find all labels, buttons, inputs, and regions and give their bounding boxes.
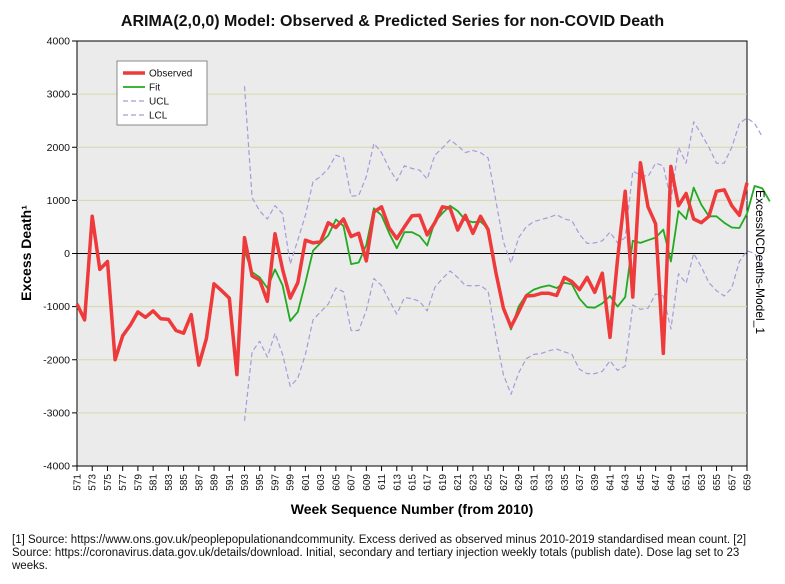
y-tick-label: 0: [64, 248, 70, 260]
x-tick-label: 603: [316, 474, 327, 491]
x-tick-label: 643: [621, 474, 632, 491]
x-tick-label: 595: [255, 474, 266, 491]
x-tick-label: 647: [651, 474, 662, 491]
chart-title: ARIMA(2,0,0) Model: Observed & Predicted…: [120, 13, 665, 30]
x-tick-label: 637: [575, 474, 586, 491]
x-tick-label: 571: [73, 474, 84, 491]
y-tick-label: -3000: [43, 407, 70, 419]
x-tick-label: 627: [499, 474, 510, 491]
x-axis-label: Week Sequence Number (from 2010): [291, 501, 534, 517]
y-axis-label: Excess Death¹: [18, 205, 34, 301]
x-tick-label: 601: [301, 474, 312, 491]
x-tick-label: 599: [286, 474, 297, 491]
x-tick-label: 653: [697, 474, 708, 491]
x-tick-label: 609: [362, 474, 373, 491]
x-tick-label: 581: [149, 474, 160, 491]
chart-area: -4000 -3000 -2000 -1000 0 1000 2000 3000 4000 57…: [18, 36, 771, 517]
series-group: [75, 86, 771, 421]
series-line-observed: [75, 160, 749, 377]
x-tick-label: 649: [666, 474, 677, 491]
legend-label-observed: Observed: [149, 69, 192, 80]
x-tick-label: 651: [682, 474, 693, 491]
x-tick-label: 575: [103, 474, 114, 491]
x-tick-label: 619: [438, 474, 449, 491]
x-tick-label: 605: [331, 474, 342, 491]
x-tick-label: 579: [133, 474, 144, 491]
x-tick-label: 631: [529, 474, 540, 491]
x-tick-label: 613: [392, 474, 403, 491]
x-tick-label: 633: [545, 474, 556, 491]
legend-label-lcl: LCL: [149, 111, 168, 122]
x-tick-label: 641: [605, 474, 616, 491]
x-tick-label: 635: [560, 474, 571, 491]
x-tick-label: 587: [194, 474, 205, 491]
x-tick-label: 593: [240, 474, 251, 491]
series-line-lcl: [243, 250, 763, 421]
x-tick-label: 597: [270, 474, 281, 491]
x-tick-label: 629: [514, 474, 525, 491]
x-tick-label: 611: [377, 474, 388, 490]
x-tick-label: 657: [727, 474, 738, 491]
y-tick-label: 4000: [47, 36, 71, 48]
x-tick-label: 655: [712, 474, 723, 491]
x-tick-label: 623: [468, 474, 479, 491]
legend-label-fit: Fit: [149, 83, 160, 94]
x-tick-label: 607: [347, 474, 358, 491]
x-axis-ticks: 571 573 575 577 579 581 583 585 587 589 591 593 595 5…: [73, 466, 754, 491]
right-axis-label: ExcessNCDeaths-Model_1: [753, 190, 767, 334]
legend-label-ucl: UCL: [149, 97, 169, 108]
x-tick-label: 577: [118, 474, 129, 491]
x-tick-label: 639: [590, 474, 601, 491]
x-tick-label: 573: [88, 474, 99, 491]
x-tick-label: 615: [408, 474, 419, 491]
y-axis-ticks: -4000 -3000 -2000 -1000 0 1000 2000 3000 4000: [43, 36, 77, 473]
x-tick-label: 625: [484, 474, 495, 491]
x-tick-label: 585: [179, 474, 190, 491]
x-tick-label: 589: [210, 474, 221, 491]
x-tick-label: 645: [636, 474, 647, 491]
legend: Observed Fit UCL LCL: [116, 60, 208, 126]
y-tick-label: -1000: [43, 301, 70, 313]
x-tick-label: 659: [743, 474, 754, 491]
y-tick-label: 2000: [47, 142, 71, 154]
x-tick-label: 621: [453, 474, 464, 491]
footnote: [1] Source: https://www.ons.gov.uk/peopl…: [12, 534, 747, 572]
x-tick-label: 591: [225, 474, 236, 491]
y-tick-label: -2000: [43, 354, 70, 366]
x-tick-label: 583: [164, 474, 175, 491]
y-tick-label: 1000: [47, 195, 71, 207]
y-tick-label: 3000: [47, 89, 71, 101]
x-tick-label: 617: [423, 474, 434, 491]
y-tick-label: -4000: [43, 461, 70, 473]
